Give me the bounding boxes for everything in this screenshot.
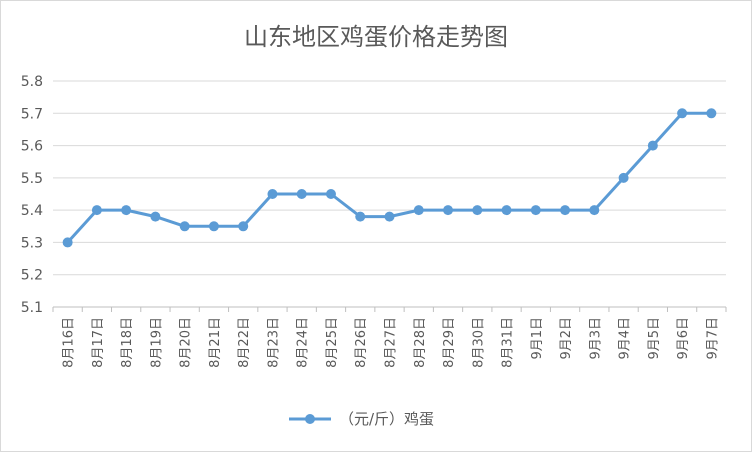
y-tick-label: 5.6 xyxy=(21,139,43,155)
x-tick-label: 8月22日 xyxy=(237,317,252,368)
x-tick-label: 8月29日 xyxy=(442,317,457,368)
y-tick-label: 5.1 xyxy=(21,300,43,316)
data-point xyxy=(267,189,278,199)
data-point xyxy=(325,189,336,199)
x-tick-label: 8月30日 xyxy=(471,317,486,368)
x-tick-label: 9月6日 xyxy=(676,317,691,360)
data-point xyxy=(62,237,73,248)
legend: （元/斤）鸡蛋 xyxy=(289,410,434,428)
data-point xyxy=(443,205,454,216)
data-point xyxy=(91,205,102,216)
x-tick-label: 8月17日 xyxy=(91,317,106,368)
data-point xyxy=(472,205,483,216)
data-point xyxy=(647,140,658,151)
data-point xyxy=(589,205,600,216)
x-tick-label: 8月24日 xyxy=(296,317,311,368)
x-tick-label: 9月4日 xyxy=(618,317,633,360)
data-point xyxy=(501,205,512,216)
x-tick-label: 8月26日 xyxy=(354,317,369,368)
y-axis: 5.1 5.2 5.3 5.4 5.5 5.6 5.7 5.8 xyxy=(21,74,43,316)
x-tick-label: 8月19日 xyxy=(149,317,164,368)
y-tick-label: 5.8 xyxy=(21,74,43,90)
x-tick-label: 9月5日 xyxy=(647,317,662,360)
chart-title: 山东地区鸡蛋价格走势图 xyxy=(244,23,508,51)
data-point xyxy=(355,211,366,222)
x-tick-label: 8月23日 xyxy=(266,317,281,368)
y-tick-label: 5.7 xyxy=(21,106,43,122)
data-point xyxy=(618,172,629,183)
x-tick-label: 9月2日 xyxy=(559,317,574,360)
x-axis: 8月16日 8月17日 8月18日 8月19日 8月20日 8月21日 8月22日 8月23日… xyxy=(52,306,727,368)
data-point xyxy=(121,205,132,216)
x-tick-label: 8月31日 xyxy=(501,317,516,368)
x-tick-label: 9月3日 xyxy=(588,317,603,360)
x-tick-label: 8月28日 xyxy=(413,317,428,368)
y-tick-label: 5.4 xyxy=(21,203,43,219)
x-tick-label: 8月21日 xyxy=(208,317,223,368)
x-tick-label: 8月20日 xyxy=(179,317,194,368)
legend-marker xyxy=(305,414,315,424)
x-tick-label: 9月1日 xyxy=(530,317,545,360)
data-point xyxy=(179,221,190,232)
data-point xyxy=(208,221,219,232)
data-point xyxy=(238,221,249,232)
x-tick-label: 8月16日 xyxy=(62,317,77,368)
x-tick-label: 9月7日 xyxy=(705,317,720,360)
x-tick-label: 8月27日 xyxy=(384,317,399,368)
data-point xyxy=(560,205,571,216)
data-point xyxy=(530,205,541,216)
gridlines xyxy=(53,80,726,308)
data-point xyxy=(384,211,395,222)
y-tick-label: 5.5 xyxy=(21,171,43,187)
x-tick-label: 8月25日 xyxy=(325,317,340,368)
legend-label: （元/斤）鸡蛋 xyxy=(339,410,434,428)
series-layer xyxy=(62,108,717,248)
data-point xyxy=(296,189,307,199)
data-point xyxy=(706,108,717,119)
y-tick-label: 5.2 xyxy=(21,268,43,284)
data-point xyxy=(413,205,424,216)
y-tick-label: 5.3 xyxy=(21,235,43,251)
data-point xyxy=(677,108,688,119)
x-tick-label: 8月18日 xyxy=(120,317,135,368)
data-point xyxy=(150,211,161,222)
